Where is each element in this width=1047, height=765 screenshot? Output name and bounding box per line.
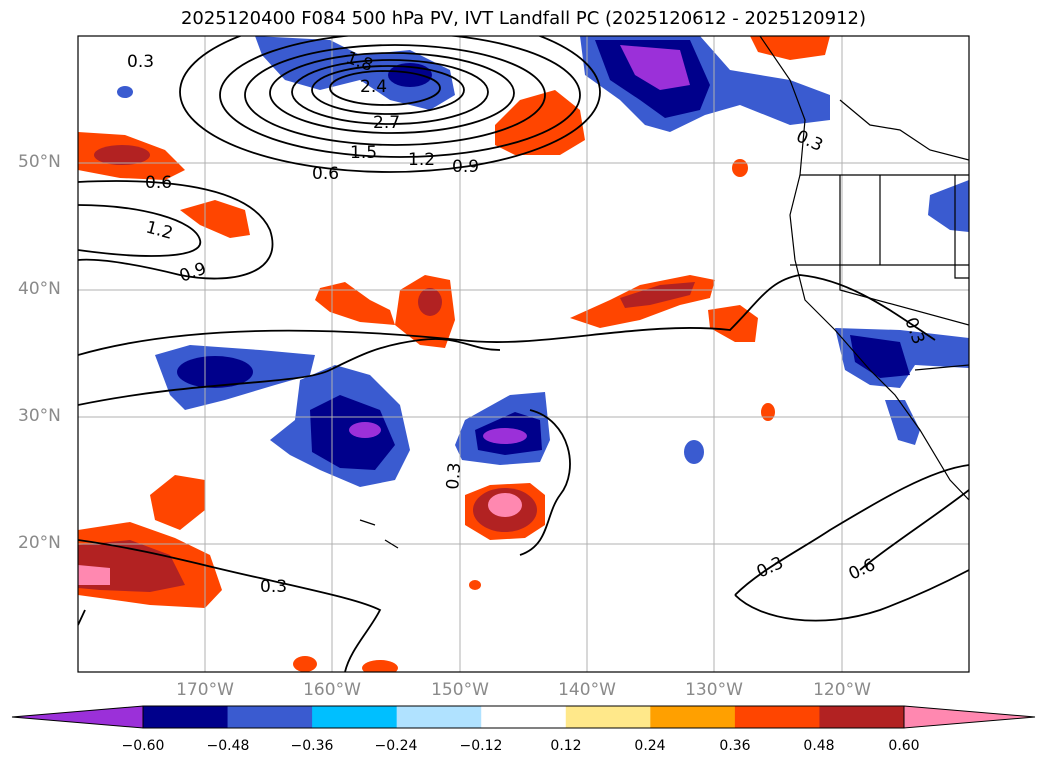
coastlines bbox=[359, 36, 969, 549]
colorbar-tick-label: 0.60 bbox=[888, 738, 920, 754]
positive-anomaly-region bbox=[362, 660, 398, 672]
contour-label: 0.3 bbox=[443, 462, 465, 491]
plot-title: 2025120400 F084 500 hPa PV, IVT Landfall… bbox=[180, 8, 867, 29]
positive-anomaly-region bbox=[315, 282, 395, 325]
positive-anomaly-core bbox=[488, 493, 522, 517]
contour-label: 0.6 bbox=[312, 164, 339, 184]
contour-labels: 0.3 1.8 2.4 2.7 1.5 1.2 0.9 0.6 1.2 0.9 … bbox=[127, 48, 928, 597]
positive-anomaly-region bbox=[469, 580, 481, 590]
colorbar-cell bbox=[819, 706, 905, 728]
colorbar-tick-label: 0.48 bbox=[803, 738, 835, 754]
graticule bbox=[78, 36, 969, 672]
lat-label: 50°N bbox=[18, 152, 61, 172]
colorbar-cell bbox=[227, 706, 313, 728]
positive-anomaly-region bbox=[150, 475, 205, 530]
colorbar-cell bbox=[650, 706, 736, 728]
positive-anomaly-core bbox=[78, 565, 110, 585]
contour-label: 0.9 bbox=[452, 157, 479, 177]
positive-anomaly-core bbox=[418, 288, 442, 316]
contour-label: 1.2 bbox=[408, 150, 435, 170]
negative-anomaly-region bbox=[885, 400, 920, 445]
colorbar-extend-high bbox=[903, 705, 1036, 729]
colorbar-cell bbox=[312, 706, 398, 728]
colorbar-cell bbox=[734, 706, 820, 728]
contour-label: 0.3 bbox=[260, 577, 287, 597]
contour-label: 0.3 bbox=[127, 52, 154, 72]
colorbar-tick-label: 0.36 bbox=[719, 738, 751, 754]
lon-label: 120°W bbox=[813, 680, 871, 700]
positive-anomaly-core bbox=[94, 145, 150, 165]
map-frame bbox=[77, 35, 970, 673]
lon-label: 130°W bbox=[685, 680, 743, 700]
positive-anomaly-region bbox=[761, 403, 775, 421]
map-panel: 0.3 1.8 2.4 2.7 1.5 1.2 0.9 0.6 1.2 0.9 … bbox=[77, 35, 970, 673]
colorbar-tick-label: −0.24 bbox=[374, 738, 418, 754]
negative-anomaly-region bbox=[117, 86, 133, 98]
lat-label: 20°N bbox=[18, 533, 61, 553]
pv-contours bbox=[78, 36, 969, 672]
positive-anomaly-core bbox=[620, 282, 695, 308]
colorbar-cell bbox=[143, 706, 229, 728]
colorbar-cell bbox=[565, 706, 651, 728]
lat-label: 30°N bbox=[18, 406, 61, 426]
negative-anomaly-region bbox=[928, 180, 969, 232]
negative-anomaly-core bbox=[349, 422, 381, 438]
lon-label: 140°W bbox=[558, 680, 616, 700]
colorbar-tick-label: 0.24 bbox=[634, 738, 666, 754]
negative-anomaly-region bbox=[684, 440, 704, 464]
colorbar-tick-label: −0.60 bbox=[121, 738, 165, 754]
negative-anomaly-core bbox=[483, 428, 527, 444]
lat-label: 40°N bbox=[18, 279, 61, 299]
positive-anomaly-region bbox=[750, 36, 830, 60]
contour-label: 2.7 bbox=[373, 113, 400, 133]
positive-anomaly-region bbox=[495, 90, 585, 155]
colorbar-cell bbox=[396, 706, 482, 728]
colorbar-tick-label: −0.48 bbox=[206, 738, 250, 754]
colorbar-tick-label: −0.36 bbox=[290, 738, 334, 754]
lon-label: 160°W bbox=[303, 680, 361, 700]
positive-anomaly-region bbox=[293, 656, 317, 672]
contour-label: 0.6 bbox=[145, 173, 172, 193]
colorbar-frame bbox=[142, 705, 905, 729]
positive-anomaly-region bbox=[732, 159, 748, 177]
lon-label: 170°W bbox=[176, 680, 234, 700]
colorbar bbox=[11, 705, 1036, 729]
negative-anomaly-core bbox=[177, 356, 253, 388]
colorbar-tick-label: −0.12 bbox=[459, 738, 503, 754]
colorbar-cell bbox=[481, 706, 567, 728]
positive-anomaly-region bbox=[180, 200, 250, 238]
negative-anomaly-core bbox=[850, 335, 910, 378]
contour-label: 2.4 bbox=[360, 77, 387, 97]
colorbar-tick-label: 0.12 bbox=[550, 738, 582, 754]
lon-label: 150°W bbox=[431, 680, 489, 700]
contour-label: 1.5 bbox=[350, 143, 377, 163]
negative-anomaly-core bbox=[620, 45, 690, 90]
colorbar-extend-low bbox=[11, 705, 144, 729]
